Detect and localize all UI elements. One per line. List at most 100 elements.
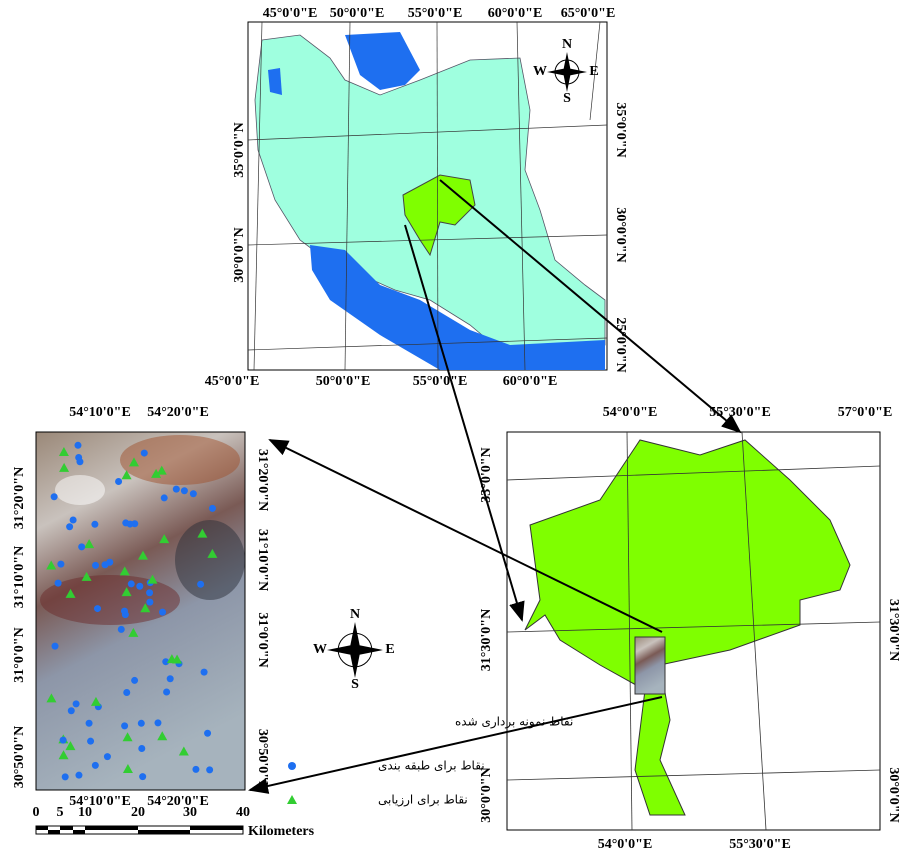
legend-item: نقاط برای طبقه بندی bbox=[378, 759, 485, 774]
sample-dot bbox=[204, 730, 211, 737]
sample-dot bbox=[115, 478, 122, 485]
sample-dot bbox=[167, 675, 174, 682]
lon-label: 55°30'0"E bbox=[709, 405, 771, 420]
legend-item: نقاط برای ارزیابی bbox=[378, 793, 468, 808]
sample-dot bbox=[173, 486, 180, 493]
sample-dot bbox=[60, 737, 67, 744]
lat-label: 30°50'0"N bbox=[12, 726, 27, 788]
sample-dot bbox=[74, 442, 81, 449]
lon-label: 54°10'0"E bbox=[69, 405, 131, 420]
scale-bar bbox=[36, 826, 243, 834]
iran-map bbox=[248, 22, 607, 370]
sample-dot bbox=[146, 599, 153, 606]
sample-dot bbox=[92, 762, 99, 769]
scale-tick: 30 bbox=[183, 805, 197, 820]
sample-dot bbox=[159, 609, 166, 616]
lon-label: 55°0'0"E bbox=[408, 6, 463, 21]
lat-label: 31°0'0"N bbox=[255, 612, 270, 667]
lon-label: 54°20'0"E bbox=[147, 794, 209, 809]
lon-label: 55°0'0"E bbox=[413, 374, 468, 389]
sample-dot bbox=[163, 688, 170, 695]
sample-dot bbox=[138, 745, 145, 752]
lat-label: 30°0'0"N bbox=[613, 207, 628, 262]
sample-dot bbox=[92, 562, 99, 569]
sample-dot bbox=[86, 720, 93, 727]
lat-label: 33°0'0"N bbox=[479, 447, 494, 502]
sample-dot bbox=[190, 490, 197, 497]
compass-rose bbox=[327, 622, 383, 678]
lat-label: 31°0'0"N bbox=[12, 627, 27, 682]
study-area-inset bbox=[635, 637, 665, 694]
sample-dot bbox=[181, 487, 188, 494]
sample-dot bbox=[102, 561, 109, 568]
lon-label: 54°0'0"E bbox=[598, 837, 653, 852]
sample-dot bbox=[118, 626, 125, 633]
lat-label: 31°20'0"N bbox=[12, 467, 27, 529]
lat-label: 35°0'0"N bbox=[613, 102, 628, 157]
compass: N S E W bbox=[313, 607, 395, 692]
sample-dot bbox=[55, 580, 62, 587]
lon-label: 55°30'0"E bbox=[729, 837, 791, 852]
lat-label: 31°20'0"N bbox=[255, 449, 270, 511]
legend-triangle bbox=[287, 795, 297, 804]
sample-dot bbox=[138, 720, 145, 727]
lat-label: 31°10'0"N bbox=[12, 546, 27, 608]
lat-label: 31°30'0"N bbox=[886, 599, 901, 661]
compass-s: S bbox=[351, 677, 359, 692]
sample-dot bbox=[121, 722, 128, 729]
scale-tick: 40 bbox=[236, 805, 250, 820]
lat-label: 35°0'0"N bbox=[232, 122, 247, 177]
sample-dot bbox=[52, 643, 59, 650]
lat-label: 25°0'0"N bbox=[613, 317, 628, 372]
yazd-map bbox=[507, 432, 880, 830]
sample-dot bbox=[131, 677, 138, 684]
lon-label: 60°0'0"E bbox=[488, 6, 543, 21]
page: {"iran_map": {"top_labels": ["45°0'0\"E"… bbox=[0, 0, 914, 859]
sample-dot bbox=[201, 669, 208, 676]
sample-dot bbox=[94, 605, 101, 612]
sample-dot bbox=[73, 700, 80, 707]
compass-n: N bbox=[562, 37, 572, 52]
sample-dot bbox=[91, 521, 98, 528]
sample-dot bbox=[136, 583, 143, 590]
lon-label: 45°0'0"E bbox=[263, 6, 318, 21]
lon-label: 45°0'0"E bbox=[205, 374, 260, 389]
legend-title: نقاط نمونه برداری شده bbox=[455, 715, 573, 730]
lat-label: 30°0'0"N bbox=[886, 767, 901, 822]
sample-dot bbox=[209, 505, 216, 512]
compass-n: N bbox=[350, 607, 360, 622]
compass-e: E bbox=[589, 64, 598, 79]
lon-label: 54°20'0"E bbox=[147, 405, 209, 420]
figure: 45°0'0"E50°0'0"E55°0'0"E60°0'0"E65°0'0"E… bbox=[0, 0, 914, 859]
lat-label: 30°0'0"N bbox=[232, 227, 247, 282]
sample-dot bbox=[127, 521, 134, 528]
lon-label: 57°0'0"E bbox=[838, 405, 893, 420]
sample-dot bbox=[141, 450, 148, 457]
sample-dot bbox=[154, 719, 161, 726]
compass-w: W bbox=[313, 642, 327, 657]
compass-e: E bbox=[385, 642, 394, 657]
sample-dot bbox=[70, 516, 77, 523]
legend-dot bbox=[288, 762, 296, 770]
lon-label: 50°0'0"E bbox=[330, 6, 385, 21]
lon-label: 54°0'0"E bbox=[603, 405, 658, 420]
sample-dot bbox=[192, 766, 199, 773]
sample-dot bbox=[161, 494, 168, 501]
scale-tick: 20 bbox=[131, 805, 145, 820]
sample-dot bbox=[62, 773, 69, 780]
sample-dot bbox=[75, 454, 82, 461]
lat-label: 30°50'0"N bbox=[255, 729, 270, 791]
sample-dot bbox=[123, 689, 130, 696]
scale-tick: 10 bbox=[78, 805, 92, 820]
sample-dot bbox=[139, 773, 146, 780]
sample-dot bbox=[51, 493, 58, 500]
compass-w: W bbox=[533, 64, 547, 79]
sample-dot bbox=[78, 543, 85, 550]
scale-tick: 5 bbox=[57, 805, 64, 820]
sample-dot bbox=[146, 589, 153, 596]
sample-dot bbox=[68, 707, 75, 714]
sample-dot bbox=[128, 580, 135, 587]
sample-dot bbox=[206, 766, 213, 773]
lon-label: 60°0'0"E bbox=[503, 374, 558, 389]
compass-s: S bbox=[563, 91, 571, 106]
